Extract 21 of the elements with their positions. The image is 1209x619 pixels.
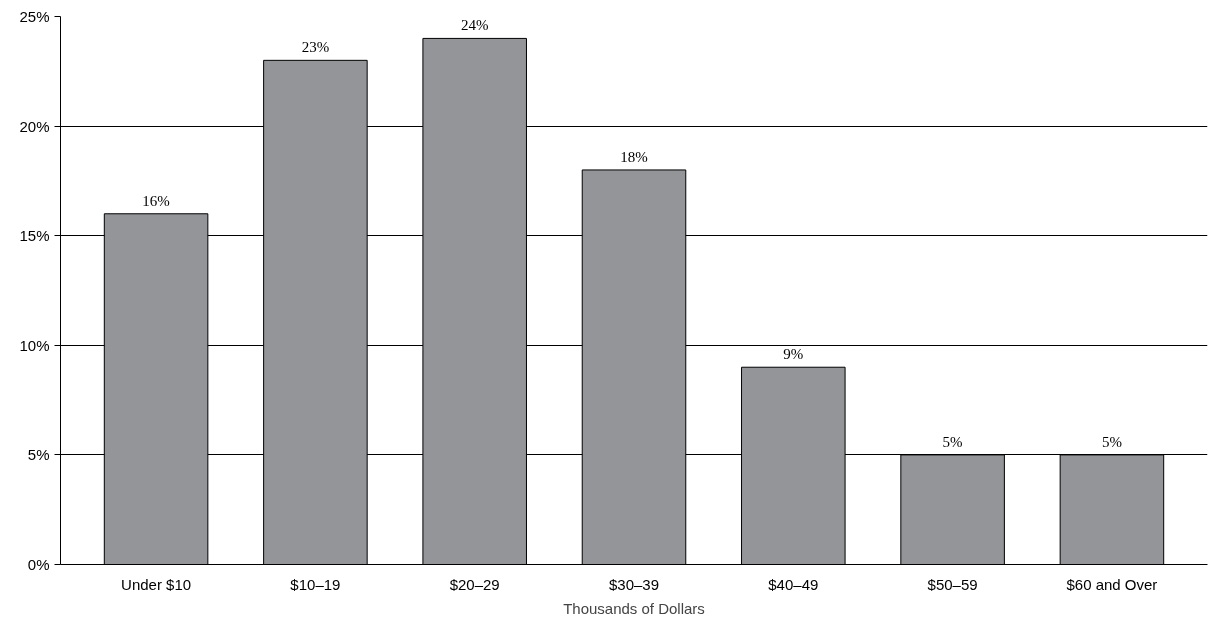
x-tick-label: $40–49	[768, 575, 819, 593]
data-label: 24%	[460, 17, 489, 34]
data-label: 23%	[301, 39, 330, 56]
x-tick-label: Under $10	[121, 575, 192, 593]
y-tick-label: 15%	[19, 227, 50, 245]
x-tick-label: $30–39	[608, 575, 660, 593]
x-tick-label: $60 and Over	[1066, 575, 1158, 593]
y-tick-label: 0%	[27, 556, 50, 573]
x-tick-label: $50–59	[927, 575, 978, 593]
y-tick-label: 10%	[19, 336, 50, 354]
data-label: 5%	[1101, 433, 1122, 450]
x-axis-title: Thousands of Dollars	[563, 599, 705, 617]
data-label: 9%	[783, 346, 804, 363]
x-tick-label: $10–19	[290, 575, 341, 593]
data-label: 5%	[942, 433, 963, 450]
x-tick-label: $20–29	[449, 575, 500, 593]
y-tick-label: 5%	[27, 446, 50, 464]
y-tick-label: 25%	[19, 8, 50, 25]
y-tick-label: 20%	[19, 117, 50, 135]
data-label: 18%	[620, 148, 648, 165]
data-label: 16%	[142, 192, 170, 209]
